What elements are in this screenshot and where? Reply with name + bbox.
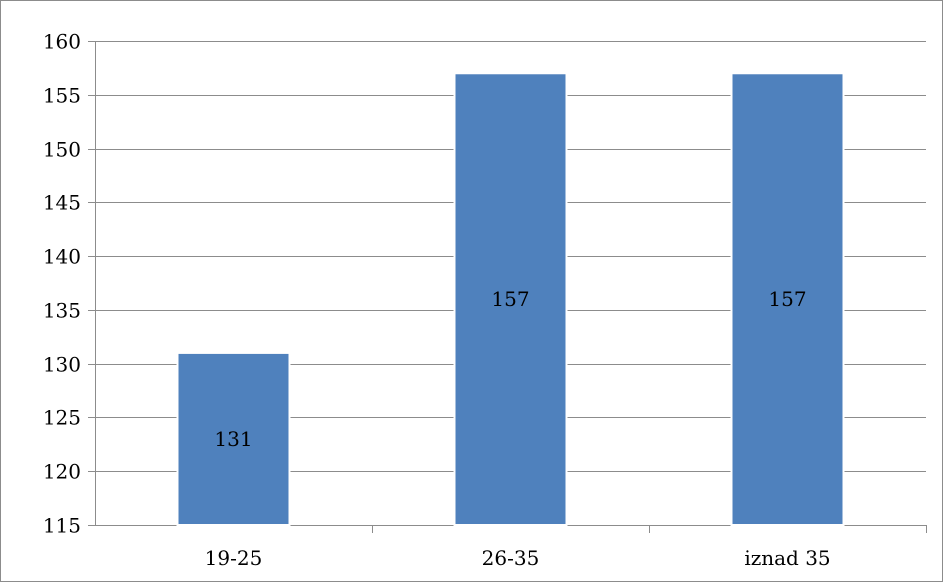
y-tick-label: 125: [43, 406, 81, 430]
bar-iznad-35: [730, 72, 845, 527]
data-label: 157: [768, 287, 806, 311]
y-tick-label: 150: [43, 138, 81, 162]
bar-26-35: [453, 72, 568, 527]
x-tick-label: 19-25: [205, 546, 263, 570]
x-tick-label: 26-35: [482, 546, 540, 570]
y-tick-label: 120: [43, 460, 81, 484]
y-tick-label: 145: [43, 191, 81, 215]
y-tick-label: 115: [43, 514, 81, 538]
data-labels: 131 157 157: [214, 287, 806, 451]
bars: [176, 72, 845, 527]
y-tick-label: 155: [43, 84, 81, 108]
x-tick-label: iznad 35: [744, 546, 830, 570]
data-label: 131: [214, 427, 252, 451]
y-tick-label: 140: [43, 245, 81, 269]
data-label: 157: [491, 287, 529, 311]
y-tick-label: 130: [43, 353, 81, 377]
y-tick-label: 160: [43, 30, 81, 54]
x-tick-labels: 19-25 26-35 iznad 35: [205, 546, 831, 570]
bar-19-25: [176, 351, 291, 526]
y-tick-labels: 115 120 125 130 135 140 145 150 155 160: [43, 30, 81, 538]
y-tick-label: 135: [43, 299, 81, 323]
